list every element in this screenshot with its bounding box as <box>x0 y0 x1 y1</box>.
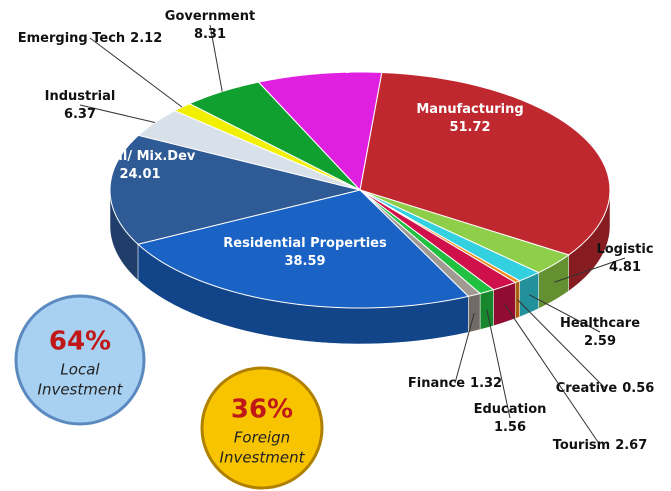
slice-label: Logistic 4.81 <box>596 242 653 275</box>
slice-value: 0.56 <box>622 381 654 396</box>
leader-line <box>209 24 223 92</box>
slice-label: Healthcare 2.59 <box>560 316 640 349</box>
slice-value: 6.37 <box>64 107 96 122</box>
slice-value: 4.81 <box>609 260 641 275</box>
leader-line <box>89 37 183 108</box>
slice <box>359 189 540 282</box>
slice-value: 38.59 <box>284 254 325 269</box>
badge <box>14 294 146 426</box>
slice-label: Emerging Tech 2.12 <box>18 31 163 46</box>
slice <box>359 189 495 295</box>
slice-label: Creative 0.56 <box>556 381 655 396</box>
slice-value: 51.72 <box>449 120 490 135</box>
slice <box>136 189 470 309</box>
badge-value: 36% <box>231 395 293 425</box>
slice-name: Residential Properties <box>223 236 387 251</box>
slice <box>257 71 383 192</box>
slice-name: Finance <box>408 376 465 391</box>
slice <box>109 134 361 245</box>
slice-value: 2.67 <box>615 438 647 453</box>
slice-name: Education <box>474 402 547 417</box>
slice-value: 12.64 <box>309 62 350 77</box>
slice-name: Emerging Tech <box>18 31 125 46</box>
slice-label: Retail/ Mix.Dev 24.01 <box>85 149 196 182</box>
slice-value: 1.32 <box>470 376 502 391</box>
leader-line <box>554 257 626 283</box>
slice-value: 1.56 <box>494 420 526 435</box>
slice-name: Utilities <box>301 44 359 59</box>
leader-line <box>517 299 606 389</box>
slice <box>359 189 517 291</box>
slice-name: Industrial <box>45 89 116 104</box>
slice-label: Government 8.31 <box>165 9 255 42</box>
slice <box>359 189 570 274</box>
badge-text: Investment <box>220 449 306 467</box>
slice-value: 8.31 <box>194 27 226 42</box>
slice-name: Healthcare <box>560 316 640 331</box>
slice-value: 24.01 <box>119 167 160 182</box>
slice-value: 2.59 <box>584 334 616 349</box>
slice-name: Logistic <box>596 242 653 257</box>
slice-label: Manufacturing 51.72 <box>416 102 523 135</box>
slice-label: Industrial 6.37 <box>45 89 116 122</box>
slice-name: Retail/ Mix.Dev <box>85 149 196 164</box>
slice-name: Tourism <box>553 438 610 453</box>
slice <box>359 189 521 284</box>
slice-label: Tourism 2.67 <box>553 438 648 453</box>
slice-name: Manufacturing <box>416 102 523 117</box>
badge-text: Foreign <box>234 429 290 447</box>
leader-line <box>504 303 601 446</box>
slice-label: Utilities 12.64 <box>301 44 359 77</box>
slice-name: Government <box>165 9 255 24</box>
badge <box>200 366 324 490</box>
slice <box>188 81 361 191</box>
leader-line <box>454 312 475 384</box>
badge-text: Local <box>60 361 100 379</box>
slice-label: Education 1.56 <box>474 402 547 435</box>
leader-line <box>529 294 601 333</box>
leader-line <box>486 309 511 419</box>
slice-label: Residential Properties 38.59 <box>223 236 387 269</box>
slice <box>359 189 482 297</box>
slice-value: 2.12 <box>130 31 162 46</box>
badge-value: 64% <box>49 327 111 357</box>
slice-name: Creative <box>556 381 618 396</box>
slice-label: Finance 1.32 <box>408 376 502 391</box>
badge-text: Investment <box>38 381 124 399</box>
slice-side <box>515 280 520 319</box>
leader-line <box>79 104 156 123</box>
slice-side <box>479 289 494 330</box>
